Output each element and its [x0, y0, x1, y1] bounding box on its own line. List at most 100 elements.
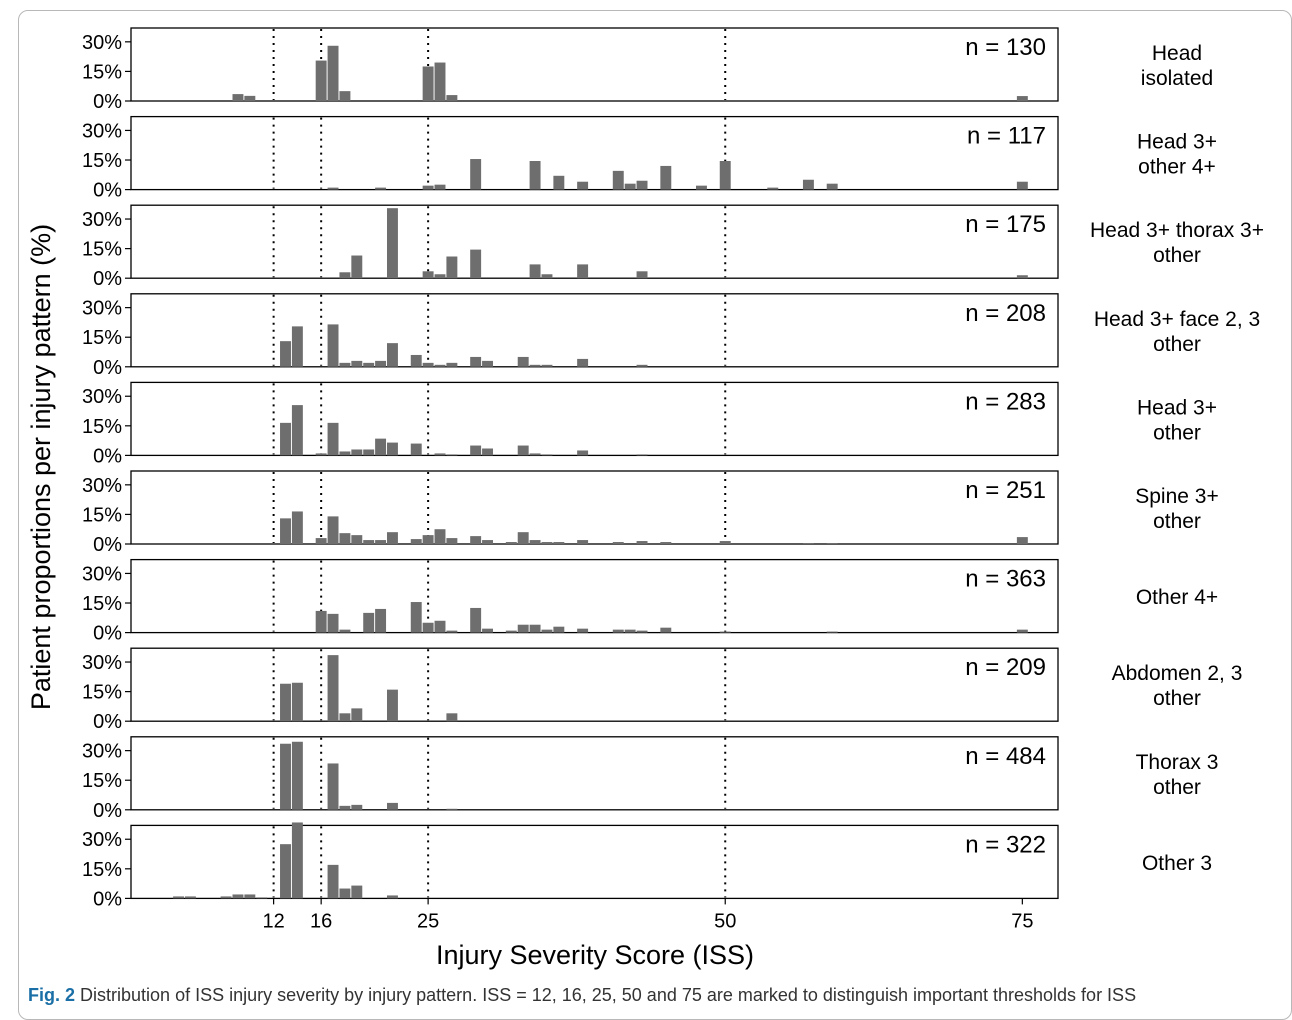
bar [529, 453, 541, 456]
bar [327, 45, 339, 101]
bar [826, 543, 838, 544]
bar [280, 844, 291, 899]
bar [1016, 96, 1028, 101]
panel-frame [130, 293, 1059, 368]
panel-strip-label: Head [1152, 42, 1202, 65]
y-tick-label: 30% [82, 741, 122, 763]
bar [351, 804, 363, 810]
panel-strip-label: Other 4+ [1136, 586, 1218, 609]
bar [767, 187, 779, 190]
panel-strip-label: other [1153, 776, 1201, 799]
panel-5: 0% 15% 30% n = 283 Head 3+other [82, 381, 1217, 467]
bar [612, 542, 624, 544]
y-tick-label: 30% [82, 386, 122, 408]
panel-strip-label: other [1153, 244, 1201, 267]
bar [327, 763, 339, 810]
bar [422, 185, 434, 190]
bar [327, 324, 339, 367]
bar [434, 529, 446, 544]
bar [434, 274, 446, 279]
bar [232, 894, 244, 899]
bar [351, 360, 363, 367]
bar [410, 539, 422, 544]
bar [386, 689, 398, 722]
y-tick-label: 15% [82, 859, 122, 881]
panel-strip-label: Head 3+ thorax 3+ [1090, 219, 1264, 242]
y-tick-label: 0% [93, 180, 122, 202]
bar [529, 624, 541, 633]
bar [280, 341, 291, 367]
panel-n-label: n = 130 [965, 34, 1046, 61]
bar [577, 358, 589, 367]
bar [410, 354, 422, 367]
bar [244, 894, 256, 899]
bar [173, 896, 185, 899]
bar [280, 683, 291, 722]
panel-strip-label: other [1153, 421, 1201, 444]
bar [541, 274, 553, 279]
panel-strip-label: other [1153, 510, 1201, 533]
panel-6: 0% 15% 30% n = 251 Spine 3+other [82, 470, 1219, 556]
bar [327, 864, 339, 899]
bar [339, 533, 351, 544]
y-tick-label: 15% [82, 416, 122, 438]
bar [327, 516, 339, 544]
bar [422, 66, 434, 101]
bar [541, 542, 553, 544]
bar [184, 896, 196, 899]
panel-frame [130, 204, 1059, 279]
bar [529, 364, 541, 367]
panel-n-label: n = 484 [965, 743, 1046, 770]
bar [363, 540, 375, 544]
bar [1016, 629, 1028, 633]
bar [280, 422, 291, 456]
bar [482, 628, 494, 633]
y-tick-label: 15% [82, 61, 122, 83]
bar [434, 62, 446, 101]
y-tick-label: 0% [93, 800, 122, 822]
bar [280, 743, 291, 810]
bar [577, 540, 589, 544]
panel-strip-label: other 4+ [1138, 156, 1216, 179]
bar [719, 161, 731, 190]
bar [446, 808, 458, 810]
panel-frame [130, 647, 1059, 722]
bar [446, 95, 458, 101]
y-tick-label: 0% [93, 623, 122, 645]
bar [802, 179, 814, 190]
y-tick-label: 15% [82, 504, 122, 526]
bar [220, 896, 232, 899]
bar [363, 612, 375, 633]
bar [577, 450, 589, 456]
panel-strip-label: Head 3+ [1137, 131, 1217, 154]
bar [482, 540, 494, 544]
bar [624, 183, 636, 190]
panel-strip-label: isolated [1141, 67, 1213, 90]
bar [470, 445, 482, 456]
bar [1016, 181, 1028, 190]
bar [363, 449, 375, 456]
bar [375, 438, 387, 456]
bar [553, 626, 565, 633]
bar [327, 187, 339, 190]
y-tick-label: 15% [82, 682, 122, 704]
bar [291, 682, 303, 722]
bar [327, 422, 339, 456]
bar [446, 362, 458, 367]
bar [327, 655, 339, 722]
y-axis-label: Patient proportions per injury pattern (… [26, 224, 56, 710]
x-tick-label: 50 [714, 910, 736, 932]
panel-n-label: n = 283 [965, 388, 1046, 415]
bar [291, 405, 303, 456]
bar [660, 542, 672, 544]
x-tick-label: 25 [417, 910, 439, 932]
bar [577, 181, 589, 190]
bar [577, 628, 589, 633]
bar [351, 708, 363, 722]
bar [612, 170, 624, 190]
bar [375, 360, 387, 367]
panel-frame [130, 558, 1059, 634]
